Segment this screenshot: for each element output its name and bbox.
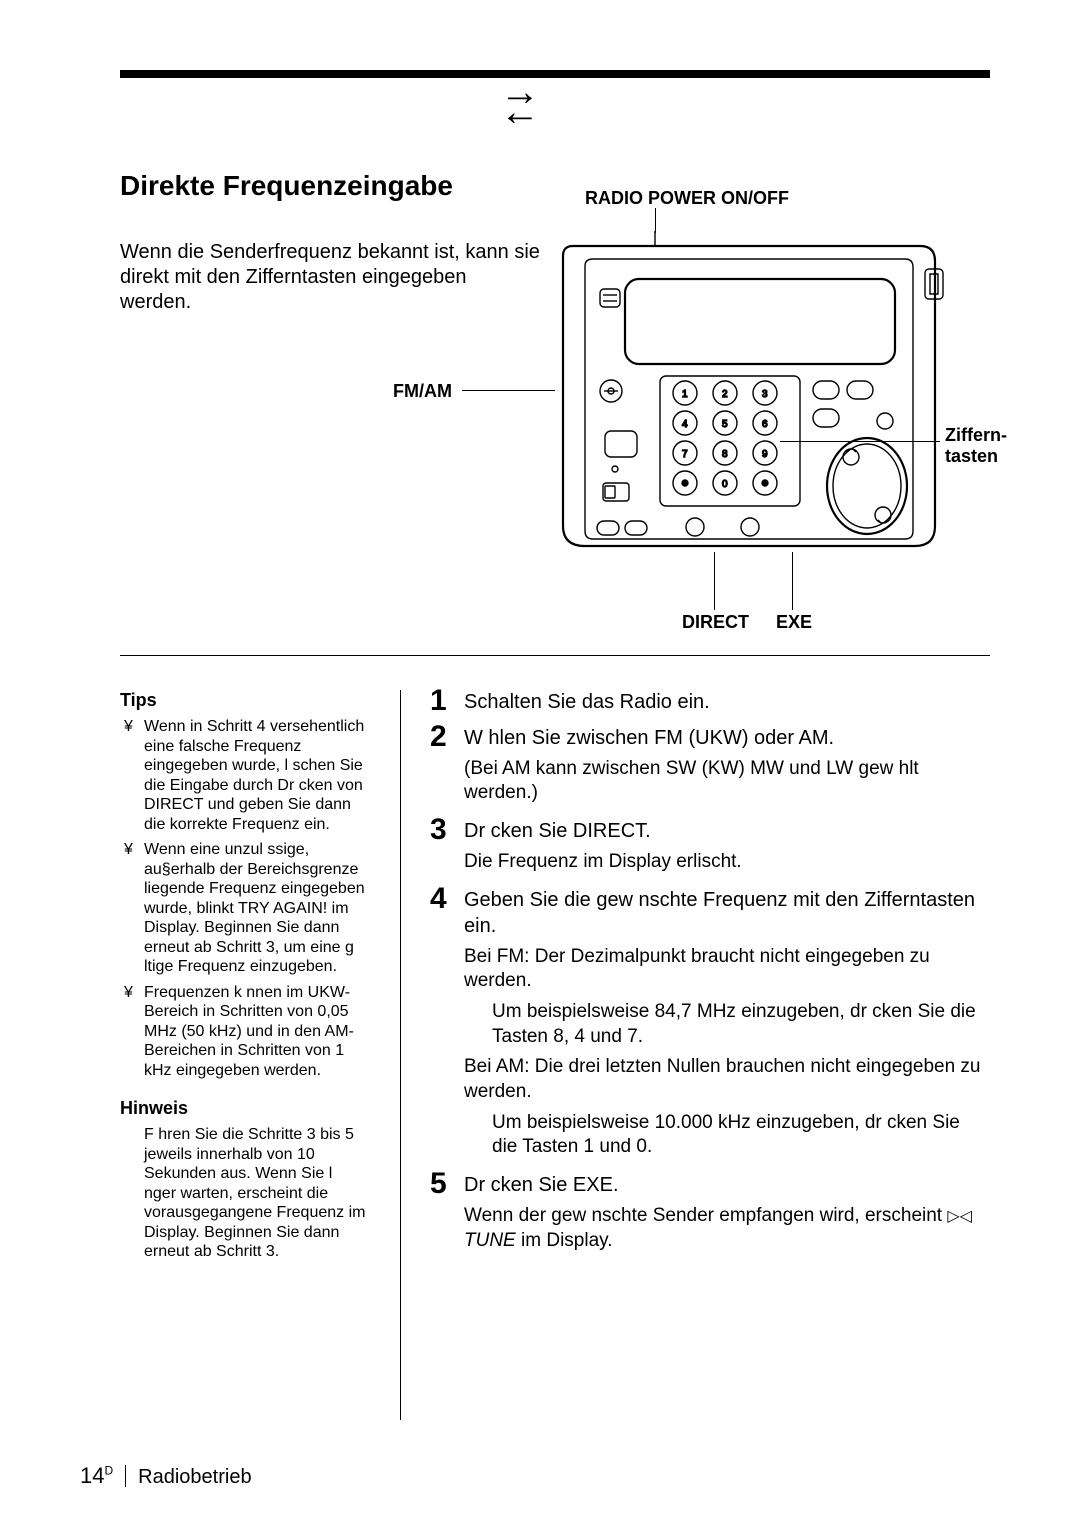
steps-column: 1 Schalten Sie das Radio ein. 2 W hlen S…: [430, 685, 990, 1257]
step-main: Dr cken Sie DIRECT.: [464, 818, 990, 844]
top-rule: [120, 70, 990, 78]
step-number: 5: [430, 1168, 464, 1253]
svg-text:4: 4: [682, 419, 688, 430]
hinweis-text: F hren Sie die Schritte 3 bis 5 jeweils …: [120, 1125, 368, 1262]
column-divider: [400, 690, 401, 1420]
svg-text:0: 0: [722, 479, 728, 490]
sidebar-column: Tips Wenn in Schritt 4 versehentlich ein…: [120, 690, 368, 1262]
label-direct: DIRECT: [682, 612, 749, 633]
step-sub-pre: Wenn der gew nschte Sender empfangen wir…: [464, 1205, 947, 1226]
svg-text:8: 8: [722, 449, 728, 460]
step-main: Schalten Sie das Radio ein.: [464, 689, 990, 715]
svg-text:6: 6: [762, 419, 768, 430]
svg-text:1: 1: [682, 389, 688, 400]
svg-text:9: 9: [762, 449, 768, 460]
tips-heading: Tips: [120, 690, 368, 711]
page-title: Direkte Frequenzeingabe: [120, 170, 453, 202]
tip-item: Wenn eine unzul ssige, au§erhalb der Ber…: [120, 840, 368, 977]
tips-list: Wenn in Schritt 4 versehentlich eine fal…: [120, 717, 368, 1080]
step-number: 3: [430, 814, 464, 875]
footer-divider: [125, 1465, 126, 1487]
step-4: 4 Geben Sie die gew nschte Frequenz mit …: [430, 883, 990, 1161]
hinweis-heading: Hinweis: [120, 1098, 368, 1119]
step-number: 2: [430, 721, 464, 806]
svg-text:3: 3: [762, 389, 768, 400]
step-example: Um beispielsweise 84,7 MHz einzugeben, d…: [464, 1000, 990, 1049]
step-main: Dr cken Sie EXE.: [464, 1172, 990, 1198]
step-3: 3 Dr cken Sie DIRECT. Die Frequenz im Di…: [430, 814, 990, 875]
page-footer: 14D Radiobetrieb: [80, 1463, 252, 1489]
step-sub: Bei AM: Die drei letzten Nullen brauchen…: [464, 1055, 990, 1104]
tip-item: Frequenzen k nnen im UKW-Bereich in Schr…: [120, 983, 368, 1081]
manual-page: →← Direkte Frequenzeingabe Wenn die Send…: [0, 0, 1080, 1533]
step-number: 4: [430, 883, 464, 1161]
section-rule: [120, 655, 990, 656]
label-fmam: FM/AM: [393, 381, 452, 402]
step-main: Geben Sie die gew nschte Frequenz mit de…: [464, 887, 990, 939]
svg-text:5: 5: [722, 419, 728, 430]
leader-fmam: [462, 390, 555, 391]
leader-radio-power: [655, 208, 656, 233]
radio-diagram: 1 2 3 4 5 6 7 8 9 0: [555, 231, 945, 561]
step-sub: Bei FM: Der Dezimalpunkt braucht nicht e…: [464, 945, 990, 994]
footer-section: Radiobetrieb: [138, 1466, 251, 1489]
step-5: 5 Dr cken Sie EXE. Wenn der gew nschte S…: [430, 1168, 990, 1253]
label-ziffern: Ziffern-tasten: [945, 425, 1025, 467]
step-sub: Die Frequenz im Display erlischt.: [464, 850, 990, 875]
tune-icon: ▷◁: [947, 1208, 972, 1225]
page-number: 14D: [80, 1463, 113, 1489]
svg-text:7: 7: [682, 449, 688, 460]
step-example: Um beispielsweise 10.000 kHz einzugeben,…: [464, 1111, 990, 1160]
step-sub: Wenn der gew nschte Sender empfangen wir…: [464, 1204, 990, 1253]
step-sub: (Bei AM kann zwischen SW (KW) MW und LW …: [464, 757, 990, 806]
svg-text:2: 2: [722, 389, 728, 400]
label-radio-power: RADIO POWER ON/OFF: [585, 188, 789, 209]
label-exe: EXE: [776, 612, 812, 633]
continuation-arrows-icon: →←: [500, 82, 536, 122]
step-2: 2 W hlen Sie zwischen FM (UKW) oder AM. …: [430, 721, 990, 806]
tip-item: Wenn in Schritt 4 versehentlich eine fal…: [120, 717, 368, 834]
step-sub-post: im Display.: [521, 1230, 613, 1251]
step-number: 1: [430, 685, 464, 717]
intro-paragraph: Wenn die Senderfrequenz bekannt ist, kan…: [120, 240, 540, 315]
step-1: 1 Schalten Sie das Radio ein.: [430, 685, 990, 717]
step-main: W hlen Sie zwischen FM (UKW) oder AM.: [464, 725, 990, 751]
tune-label: TUNE: [464, 1230, 516, 1251]
